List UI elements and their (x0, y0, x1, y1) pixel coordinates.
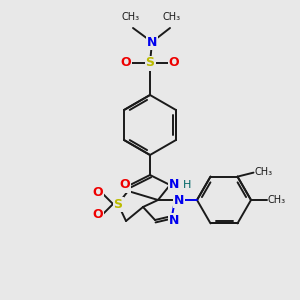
Text: N: N (147, 35, 157, 49)
Text: CH₃: CH₃ (254, 167, 273, 177)
Text: N: N (169, 178, 179, 191)
Text: O: O (120, 178, 130, 191)
Text: O: O (93, 208, 103, 221)
Text: O: O (169, 56, 179, 70)
Text: O: O (93, 187, 103, 200)
Text: O: O (121, 56, 131, 70)
Text: H: H (183, 180, 191, 190)
Text: CH₃: CH₃ (122, 12, 140, 22)
Text: N: N (174, 194, 184, 206)
Text: S: S (113, 197, 122, 211)
Text: CH₃: CH₃ (268, 195, 286, 205)
Text: CH₃: CH₃ (163, 12, 181, 22)
Text: S: S (146, 56, 154, 70)
Text: N: N (169, 214, 179, 226)
